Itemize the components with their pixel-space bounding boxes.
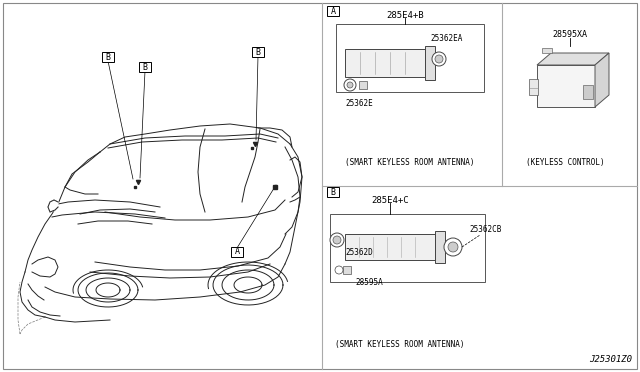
- Bar: [343, 266, 351, 274]
- Bar: [537, 65, 595, 107]
- Bar: [336, 24, 484, 92]
- Bar: [583, 85, 593, 99]
- Text: J25301Z0: J25301Z0: [589, 355, 632, 364]
- Circle shape: [435, 55, 443, 63]
- Bar: [102, 52, 114, 62]
- Polygon shape: [595, 53, 609, 107]
- Bar: [330, 214, 485, 282]
- Text: (KEYLESS CONTROL): (KEYLESS CONTROL): [525, 157, 604, 167]
- Text: 25362E: 25362E: [345, 99, 372, 108]
- Bar: [345, 49, 425, 77]
- Bar: [231, 247, 243, 257]
- Bar: [529, 79, 538, 95]
- Text: 28595A: 28595A: [355, 278, 383, 287]
- Circle shape: [335, 266, 343, 274]
- Bar: [327, 187, 339, 197]
- Text: B: B: [330, 187, 335, 196]
- Circle shape: [347, 82, 353, 88]
- Bar: [139, 62, 151, 72]
- Circle shape: [344, 79, 356, 91]
- Polygon shape: [48, 200, 58, 212]
- Text: (SMART KEYLESS ROOM ANTENNA): (SMART KEYLESS ROOM ANTENNA): [345, 157, 475, 167]
- Text: A: A: [234, 247, 239, 257]
- Text: B: B: [143, 62, 147, 71]
- Bar: [327, 6, 339, 16]
- Circle shape: [432, 52, 446, 66]
- Polygon shape: [537, 53, 609, 65]
- Bar: [345, 234, 435, 260]
- Circle shape: [444, 238, 462, 256]
- Text: (SMART KEYLESS ROOM ANTENNA): (SMART KEYLESS ROOM ANTENNA): [335, 340, 465, 349]
- Bar: [252, 47, 264, 57]
- Circle shape: [330, 233, 344, 247]
- Text: 285E4+C: 285E4+C: [371, 196, 409, 205]
- Bar: [425, 46, 435, 80]
- Circle shape: [448, 242, 458, 252]
- Text: 28595XA: 28595XA: [552, 29, 588, 38]
- Text: B: B: [106, 52, 111, 61]
- Circle shape: [333, 236, 341, 244]
- Text: B: B: [255, 48, 260, 57]
- Bar: [359, 81, 367, 89]
- Text: A: A: [330, 6, 335, 16]
- Text: 285E4+B: 285E4+B: [386, 10, 424, 19]
- Text: 25362CB: 25362CB: [469, 224, 501, 234]
- Bar: [542, 48, 552, 53]
- Text: 25362D: 25362D: [345, 248, 372, 257]
- Text: 25362EA: 25362EA: [430, 34, 462, 43]
- Bar: [435, 231, 445, 263]
